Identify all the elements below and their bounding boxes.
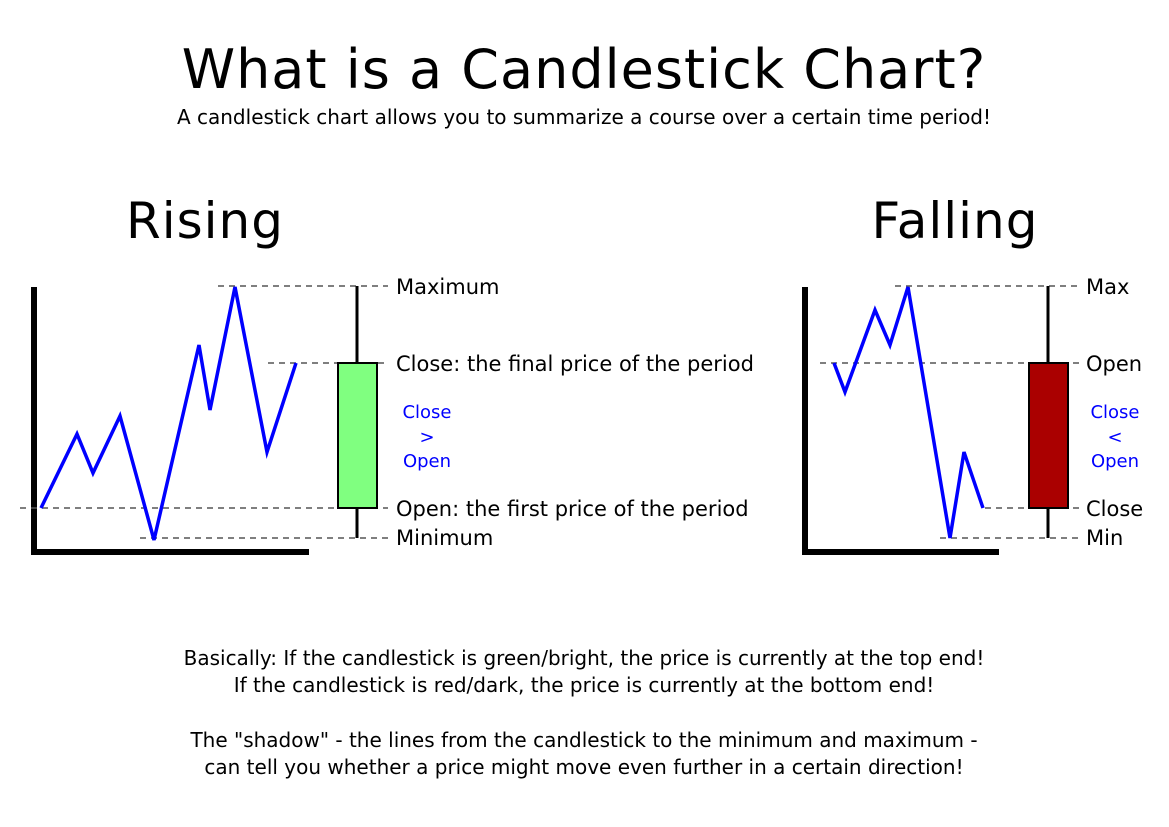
falling-label-close: Close <box>1086 497 1143 521</box>
note-line-3: The "shadow" - the lines from the candle… <box>189 728 977 752</box>
explanation-notes: Basically: If the candlestick is green/b… <box>184 646 985 779</box>
note-line-2: If the candlestick is red/dark, the pric… <box>234 673 935 697</box>
falling-heading: Falling <box>872 192 1039 250</box>
rising-heading: Rising <box>126 192 284 250</box>
rising-label-minimum: Minimum <box>396 526 493 550</box>
rising-compare-open: Open <box>403 451 451 472</box>
falling-label-open: Open <box>1086 352 1142 376</box>
rising-label-maximum: Maximum <box>396 275 499 299</box>
rising-label-close: Close: the final price of the period <box>396 352 754 376</box>
falling-compare-open: Open <box>1091 451 1139 472</box>
rising-label-open: Open: the first price of the period <box>396 497 749 521</box>
falling-compare-close: Close <box>1090 402 1139 423</box>
rising-price-line <box>39 286 298 541</box>
falling-price-line <box>832 286 985 539</box>
falling-compare-operator: < <box>1107 427 1122 448</box>
page-title: What is a Candlestick Chart? <box>182 38 987 101</box>
note-line-4: can tell you whether a price might move … <box>204 755 963 779</box>
note-line-1: Basically: If the candlestick is green/b… <box>184 646 985 670</box>
rising-compare-operator: > <box>419 427 434 448</box>
page-subtitle: A candlestick chart allows you to summar… <box>177 105 991 129</box>
falling-candle-body <box>1028 362 1069 509</box>
falling-axes <box>802 287 999 555</box>
falling-label-max: Max <box>1086 275 1129 299</box>
rising-candle-body <box>337 362 378 509</box>
rising-axes <box>31 287 309 555</box>
rising-compare-close: Close <box>402 402 451 423</box>
falling-panel: Falling Max Open Close Min Close < Open <box>802 192 1143 555</box>
rising-panel: Rising Maximum Close: the final price of… <box>20 192 754 555</box>
falling-label-min: Min <box>1086 526 1123 550</box>
